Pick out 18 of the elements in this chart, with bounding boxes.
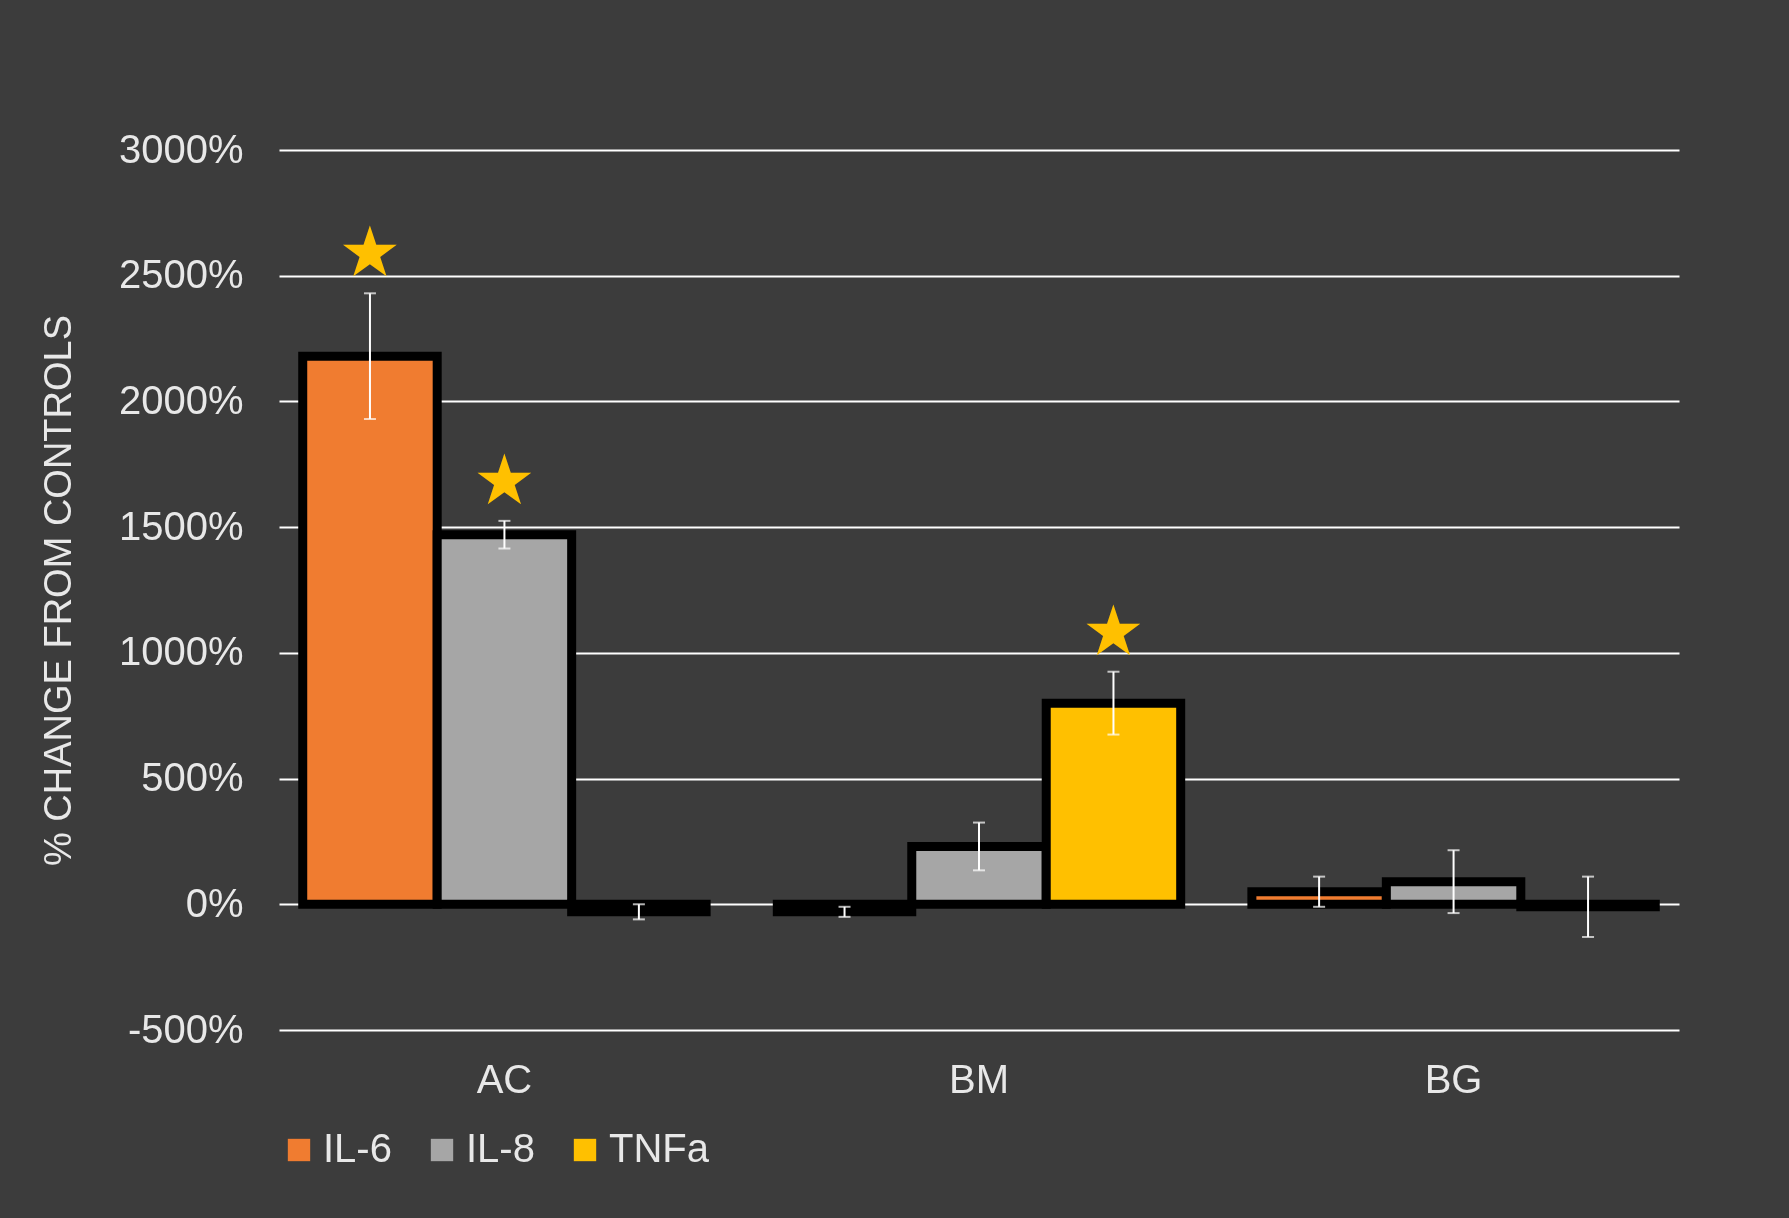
y-tick-label: 1500%	[118, 503, 244, 548]
y-tick-label: 500%	[141, 755, 244, 800]
y-tick-label: 1000%	[118, 629, 244, 674]
data-label: ★	[338, 211, 402, 294]
legend-label: IL-6	[323, 1126, 392, 1170]
y-axis-title: % CHANGE FROM CONTROLS	[36, 314, 79, 867]
x-tick-label: BG	[1424, 1056, 1483, 1101]
y-tick-label: -500%	[127, 1006, 244, 1051]
data-label: ★	[1082, 589, 1145, 672]
x-tick-label: BM	[949, 1056, 1009, 1101]
y-tick-label: 2000%	[118, 377, 244, 422]
y-tick-label: 2500%	[118, 252, 244, 297]
data-label: ★	[473, 438, 536, 521]
x-tick-label: AC	[476, 1056, 533, 1101]
y-tick-label: 3000%	[118, 126, 244, 171]
y-tick-label: 0%	[185, 880, 244, 925]
legend-label: TNFa	[609, 1126, 710, 1170]
legend-label: IL-8	[466, 1126, 535, 1170]
